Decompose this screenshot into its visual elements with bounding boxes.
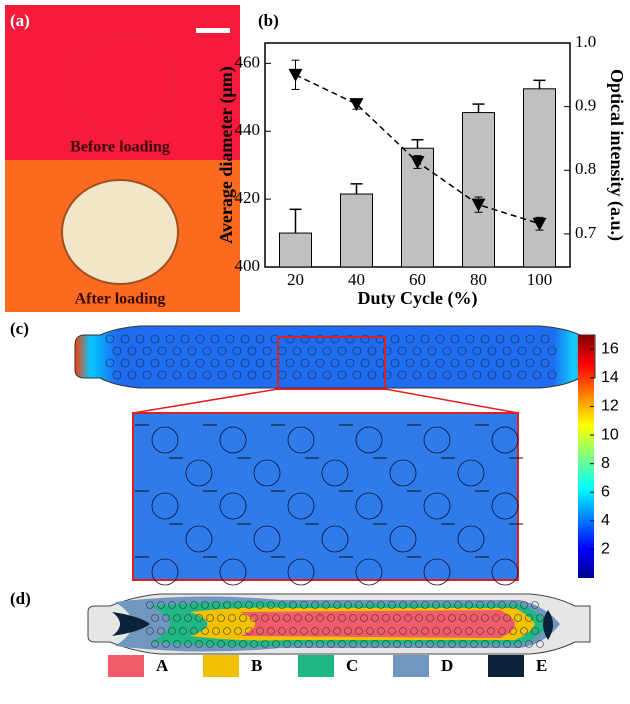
colorbar-tick-label: 12 xyxy=(601,398,619,415)
legend-swatch xyxy=(298,655,334,677)
caption: After loading xyxy=(75,291,166,308)
x-axis-title: Duty Cycle (%) xyxy=(358,288,478,309)
x-tick-label: 40 xyxy=(348,270,365,289)
colorbar-tick-label: 6 xyxy=(601,483,610,500)
colorbar-tick-label: 10 xyxy=(601,426,619,443)
caption: Before loading xyxy=(70,139,170,156)
panel-label: (c) xyxy=(10,319,29,338)
colorbar xyxy=(578,335,594,578)
legend-swatch xyxy=(488,655,524,677)
y-tick-label: 400 xyxy=(235,256,261,275)
legend-label: B xyxy=(251,656,262,675)
zoom-view xyxy=(133,413,518,580)
y2-tick-label: 0.8 xyxy=(575,159,596,178)
figure: (a) Before loading After loading 4004204… xyxy=(0,0,630,704)
legend: A B C D E xyxy=(108,655,547,677)
panel-label: (a) xyxy=(10,11,30,30)
y-axis-title: Average diameter (μm) xyxy=(216,66,237,243)
legend-swatch xyxy=(203,655,239,677)
y2-axis-title: Optical intensity (a.u.) xyxy=(606,69,627,241)
scale-bar xyxy=(196,28,230,33)
colorbar-tick-label: 4 xyxy=(601,512,610,529)
bar xyxy=(524,89,556,267)
y-tick-label: 420 xyxy=(235,188,261,207)
y-tick-label: 460 xyxy=(235,52,261,71)
droplet xyxy=(62,180,178,284)
x-tick-label: 80 xyxy=(470,270,487,289)
legend-label: E xyxy=(536,656,547,675)
legend-swatch xyxy=(108,655,144,677)
y2-tick-label: 0.7 xyxy=(575,223,597,242)
marker xyxy=(289,69,303,82)
zoom-line xyxy=(385,389,518,413)
legend-label: D xyxy=(441,656,453,675)
bar xyxy=(280,233,312,267)
y-tick-label: 440 xyxy=(235,120,261,139)
x-tick-label: 60 xyxy=(409,270,426,289)
chart: 400 420 440 460 1.0 0.9 0.8 0.7 20 40 60 80 100 Duty … xyxy=(216,32,627,309)
region-a xyxy=(240,610,515,638)
y2-tick-label: 1.0 xyxy=(575,32,596,51)
colorbar-tick-label: 16 xyxy=(601,341,619,358)
legend-swatch xyxy=(393,655,429,677)
colorbar-tick-label: 14 xyxy=(601,369,619,386)
bar xyxy=(463,113,495,267)
x-tick-label: 100 xyxy=(527,270,553,289)
legend-label: A xyxy=(156,656,169,675)
panel-label: (b) xyxy=(258,11,279,30)
colorbar-tick-label: 2 xyxy=(601,541,610,558)
panel-label: (d) xyxy=(10,589,31,608)
x-tick-label: 20 xyxy=(287,270,304,289)
bar xyxy=(341,194,373,267)
legend-label: C xyxy=(346,656,358,675)
colorbar-tick-label: 8 xyxy=(601,455,610,472)
zoom-line xyxy=(133,389,278,413)
y2-tick-label: 0.9 xyxy=(575,96,596,115)
